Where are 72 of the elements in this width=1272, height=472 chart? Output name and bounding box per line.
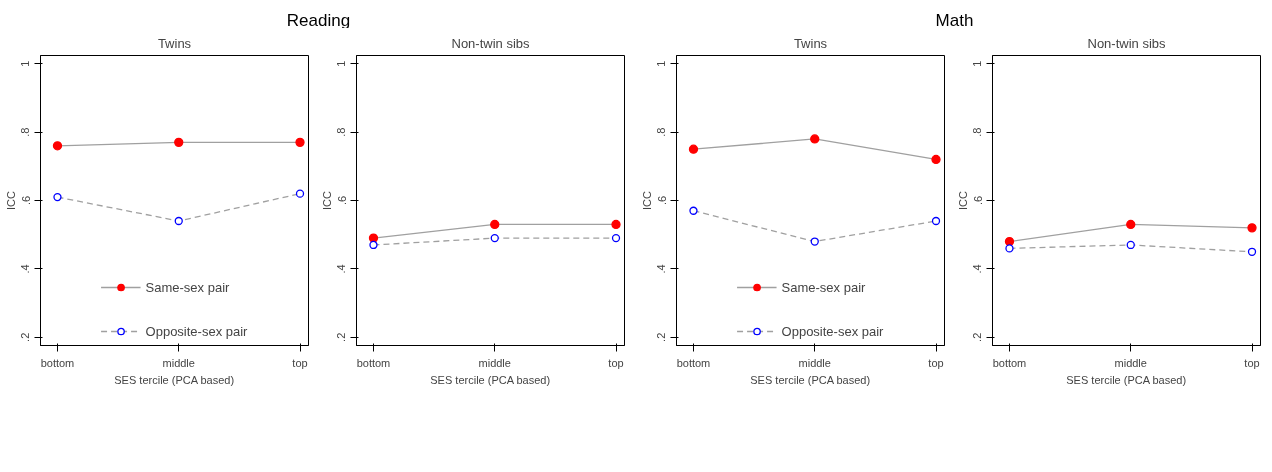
y-tick-label: 1 [19, 60, 32, 67]
point [611, 233, 621, 243]
point [1126, 240, 1135, 250]
y-tick-label: .2 [971, 332, 984, 342]
point [689, 206, 698, 215]
y-tick-label: 1 [335, 60, 348, 67]
point [688, 144, 699, 154]
y-tick-label: .6 [19, 195, 32, 206]
y-tick-label: .8 [19, 127, 32, 137]
point [174, 216, 183, 226]
y-tick-label: 1 [655, 60, 668, 67]
point [1004, 236, 1015, 247]
point [369, 240, 378, 250]
x-tick-label: bottom [992, 356, 1027, 369]
x-tick-label: middle [162, 356, 195, 369]
y-tick-label: .2 [335, 332, 348, 342]
chart-title: Non-twin sibs [451, 35, 531, 51]
y-tick-label: .4 [655, 264, 668, 274]
x-axis-title: SES tercile (PCA based) [114, 373, 235, 386]
x-axis-title: SES tercile (PCA based) [750, 373, 871, 386]
point [174, 137, 184, 148]
x-tick-label: bottom [676, 356, 711, 369]
chart-title: Twins [157, 35, 192, 51]
point [490, 233, 499, 243]
y-tick-label: .8 [335, 127, 348, 137]
y-tick-label: .4 [971, 264, 984, 274]
point [810, 237, 819, 246]
y-tick-label: 1 [971, 60, 984, 67]
y-tick-label: .2 [655, 332, 668, 342]
point [295, 189, 305, 198]
x-tick-label: top [292, 356, 308, 369]
y-tick-label: .2 [19, 332, 32, 342]
text: Math [935, 10, 974, 30]
y-tick-label: .4 [19, 264, 32, 274]
x-tick-label: middle [478, 356, 511, 369]
x-tick-label: bottom [40, 356, 75, 369]
y-axis-title: ICC [640, 190, 653, 210]
x-tick-label: top [928, 356, 944, 369]
point [810, 134, 820, 144]
y-axis-title: ICC [4, 190, 17, 210]
x-axis-title: SES tercile (PCA based) [1066, 373, 1187, 386]
point [931, 216, 941, 226]
chart-title: Non-twin sibs [1087, 35, 1167, 51]
point [52, 141, 63, 151]
x-axis-title: SES tercile (PCA based) [430, 373, 551, 386]
x-tick-label: top [608, 356, 624, 369]
legend-label: Opposite-sex pair [145, 323, 248, 339]
point [611, 219, 621, 230]
y-tick-label: .8 [655, 127, 668, 137]
y-tick-label: .6 [335, 195, 348, 206]
legend-label: Same-sex pair [145, 279, 230, 295]
legend-label: Same-sex pair [781, 279, 866, 295]
y-tick-label: .4 [335, 264, 348, 274]
point [1247, 223, 1257, 233]
chart-title: Twins [793, 35, 828, 51]
y-axis-title: ICC [956, 190, 969, 210]
point [53, 192, 62, 202]
point [1005, 244, 1014, 253]
point [1247, 247, 1257, 256]
point [931, 154, 941, 165]
point [490, 219, 500, 230]
y-axis-title: ICC [320, 190, 333, 210]
x-tick-label: middle [1114, 356, 1147, 369]
legend-label: Opposite-sex pair [781, 323, 884, 339]
x-tick-label: bottom [356, 356, 391, 369]
point [1126, 219, 1136, 230]
point [295, 137, 305, 148]
y-tick-label: .6 [655, 195, 668, 206]
x-tick-label: top [1244, 356, 1260, 369]
y-tick-label: .8 [971, 127, 984, 137]
y-tick-label: .6 [971, 195, 984, 206]
x-tick-label: middle [798, 356, 831, 369]
